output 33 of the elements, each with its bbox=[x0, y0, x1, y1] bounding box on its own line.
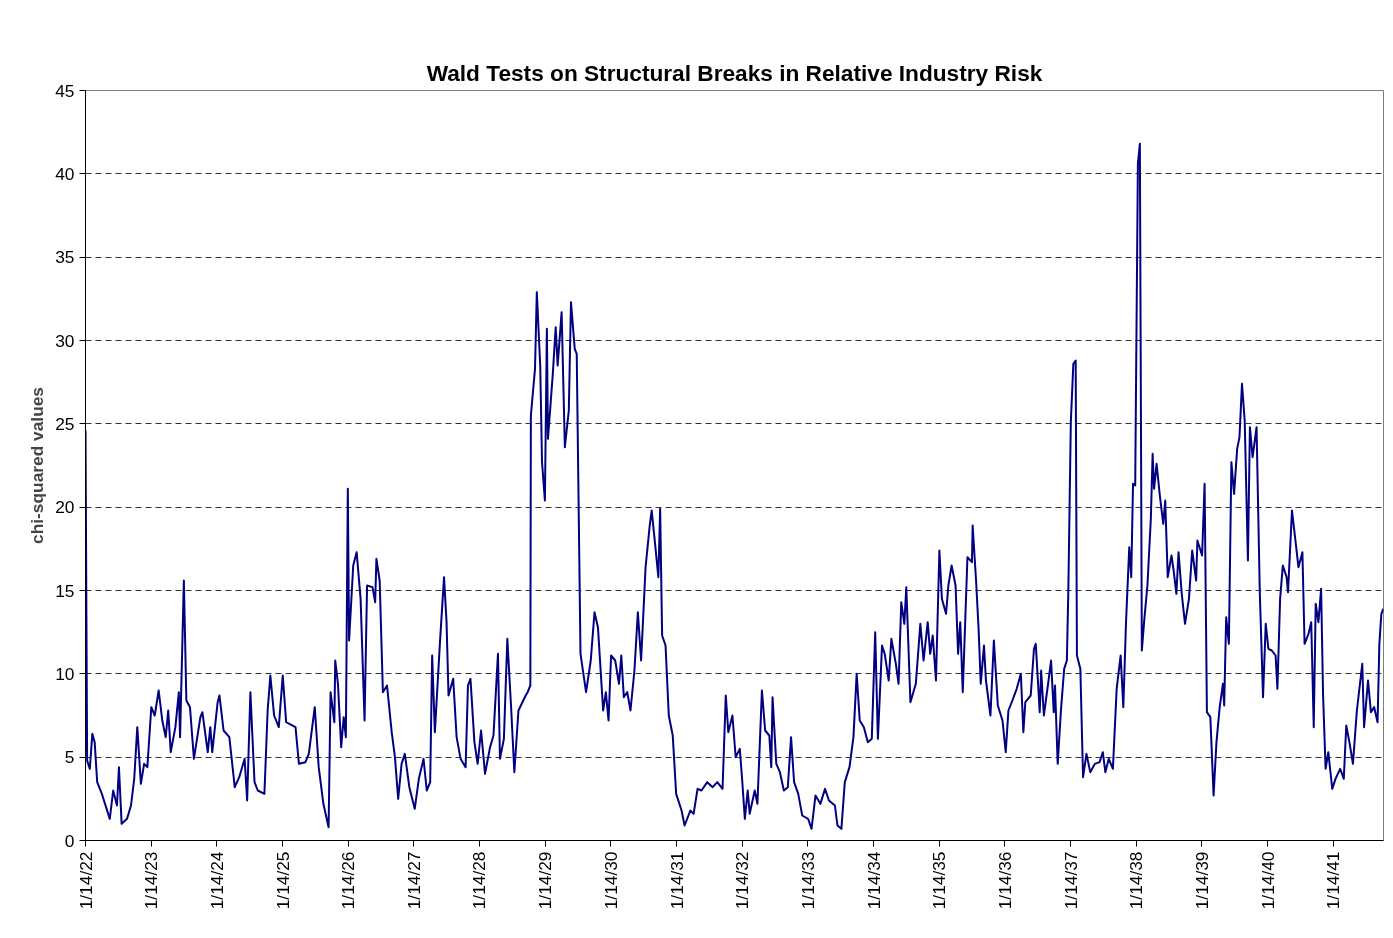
x-tick-label: 1/14/39 bbox=[1191, 851, 1212, 910]
y-axis-title: chi-squared values bbox=[27, 387, 48, 544]
x-tick-label: 1/14/36 bbox=[994, 851, 1015, 910]
x-tick-label: 1/14/41 bbox=[1323, 851, 1344, 910]
x-tick-label: 1/14/24 bbox=[206, 851, 227, 910]
y-tick-label: 5 bbox=[64, 747, 75, 768]
y-tick-label: 30 bbox=[55, 330, 75, 351]
x-tick-label: 1/14/30 bbox=[600, 851, 621, 910]
x-tick-label: 1/14/31 bbox=[666, 851, 687, 910]
y-tick-label: 35 bbox=[55, 247, 75, 268]
chart-title: Wald Tests on Structural Breaks in Relative Industry Risk bbox=[426, 59, 1043, 86]
x-tick-label: 1/14/23 bbox=[141, 851, 162, 910]
x-tick-label: 1/14/29 bbox=[535, 851, 556, 910]
x-tick-label: 1/14/37 bbox=[1060, 851, 1081, 910]
x-tick-label: 1/14/25 bbox=[272, 851, 293, 910]
x-tick-label: 1/14/33 bbox=[797, 851, 818, 910]
line-series bbox=[85, 142, 1384, 830]
x-tick-label: 1/14/32 bbox=[732, 851, 753, 910]
y-tick-label: 25 bbox=[55, 413, 75, 434]
y-tick-label: 40 bbox=[55, 163, 75, 184]
y-tick-label: 10 bbox=[55, 663, 75, 684]
x-tick-label: 1/14/40 bbox=[1257, 851, 1278, 910]
x-tick-label: 1/14/38 bbox=[1126, 851, 1147, 910]
x-tick-label: 1/14/27 bbox=[403, 851, 424, 910]
y-tick-label: 45 bbox=[55, 80, 75, 101]
y-tick-label: 15 bbox=[55, 580, 75, 601]
y-tick-label: 0 bbox=[64, 830, 75, 851]
x-tick-label: 1/14/34 bbox=[863, 851, 884, 910]
x-tick-label: 1/14/28 bbox=[469, 851, 490, 910]
x-tick-label: 1/14/35 bbox=[929, 851, 950, 910]
x-tick-label: 1/14/26 bbox=[338, 851, 359, 910]
y-tick-label: 20 bbox=[55, 497, 75, 518]
x-tick-label: 1/14/22 bbox=[75, 851, 96, 910]
